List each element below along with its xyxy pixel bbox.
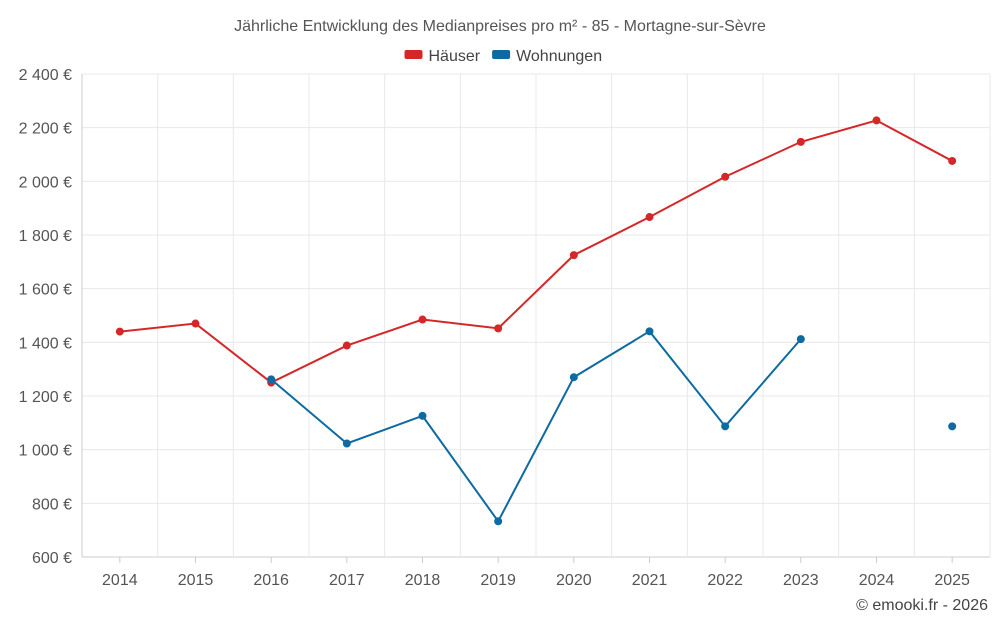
x-axis: 2014 2015 2016 2017 2018 2019 2020 2021 2022 2023… (102, 557, 970, 589)
data-point[interactable] (418, 315, 427, 324)
x-tick-label: 2021 (632, 572, 668, 589)
legend-label: Wohnungen (516, 48, 602, 65)
data-point[interactable] (948, 156, 957, 165)
data-point[interactable] (796, 137, 805, 146)
data-point[interactable] (948, 422, 957, 431)
data-point[interactable] (494, 517, 503, 526)
grid (81, 73, 991, 558)
chart-title: Jährliche Entwicklung des Medianpreises … (234, 18, 766, 35)
y-tick-label: 800 € (32, 496, 72, 513)
data-point[interactable] (418, 411, 427, 420)
legend-item[interactable]: Wohnungen (492, 48, 602, 65)
data-point[interactable] (721, 422, 730, 431)
legend-swatch (492, 50, 511, 59)
x-tick-label: 2014 (102, 572, 138, 589)
series-line (119, 119, 953, 384)
legend: Häuser Wohnungen (404, 48, 602, 65)
data-point[interactable] (796, 335, 805, 344)
data-point[interactable] (569, 373, 578, 382)
series-wohnungen (267, 327, 957, 526)
series-haeuser (115, 116, 957, 387)
legend-swatch (404, 50, 423, 59)
data-point[interactable] (645, 327, 654, 336)
y-tick-label: 1 400 € (19, 335, 72, 352)
x-tick-label: 2022 (707, 572, 743, 589)
credit-text: © emooki.fr - 2026 (856, 597, 988, 614)
x-tick-label: 2024 (859, 572, 895, 589)
data-point[interactable] (267, 375, 276, 384)
data-point[interactable] (872, 116, 881, 125)
x-tick-label: 2023 (783, 572, 819, 589)
y-tick-label: 1 600 € (19, 282, 72, 299)
legend-label: Häuser (429, 48, 481, 65)
x-tick-label: 2015 (178, 572, 214, 589)
y-tick-label: 2 400 € (19, 67, 72, 84)
y-tick-label: 1 000 € (19, 443, 72, 460)
data-point[interactable] (342, 341, 351, 350)
data-point[interactable] (115, 327, 124, 336)
series-line (270, 330, 802, 524)
y-tick-label: 1 200 € (19, 389, 72, 406)
x-tick-label: 2019 (480, 572, 516, 589)
y-tick-label: 2 000 € (19, 174, 72, 191)
data-point[interactable] (342, 439, 351, 448)
data-point[interactable] (191, 319, 200, 328)
y-tick-label: 2 200 € (19, 121, 72, 138)
data-point[interactable] (721, 172, 730, 181)
y-tick-label: 600 € (32, 550, 72, 567)
x-tick-label: 2020 (556, 572, 592, 589)
data-point[interactable] (494, 324, 503, 333)
x-tick-label: 2025 (934, 572, 970, 589)
x-tick-label: 2017 (329, 572, 365, 589)
data-point[interactable] (645, 213, 654, 222)
x-tick-label: 2018 (405, 572, 441, 589)
x-tick-label: 2016 (253, 572, 289, 589)
legend-item[interactable]: Häuser (404, 48, 481, 65)
data-point[interactable] (569, 251, 578, 260)
series-group (115, 116, 957, 526)
y-axis: 600 € 800 € 1 000 € 1 200 € 1 400 € 1 600 € 1 … (19, 67, 72, 567)
y-tick-label: 1 800 € (19, 228, 72, 245)
